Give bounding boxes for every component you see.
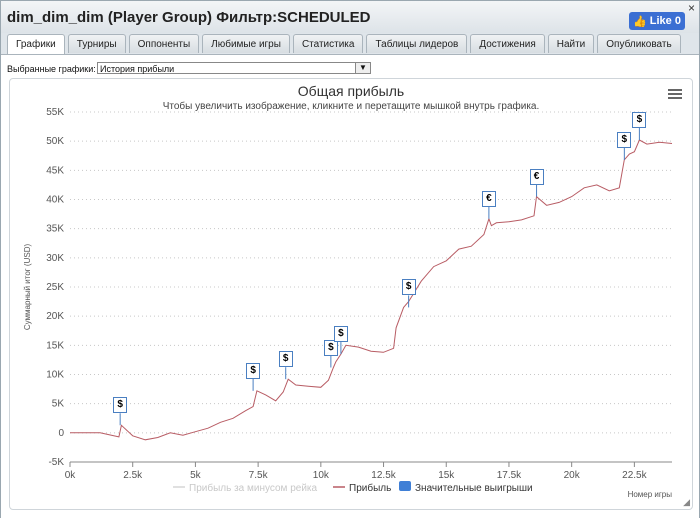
big-win-marker[interactable]: € xyxy=(529,168,544,185)
x-tick-label: 2.5k xyxy=(123,470,143,481)
close-icon[interactable]: × xyxy=(687,1,695,15)
y-tick-label: 0 xyxy=(58,428,64,439)
chart-select-label: Выбранные графики: xyxy=(7,64,96,74)
tab-find[interactable]: Найти xyxy=(547,34,595,53)
big-win-marker[interactable]: $ xyxy=(113,397,128,414)
legend-profit-label: Прибыль xyxy=(349,482,391,494)
y-tick-label: 10K xyxy=(46,370,64,381)
x-tick-label: 20k xyxy=(564,470,581,481)
profit-chart[interactable]: Общая прибыль Чтобы увеличить изображение… xyxy=(9,78,693,510)
tab-favorite-games[interactable]: Любимые игры xyxy=(202,34,290,53)
x-tick-label: 10k xyxy=(313,470,330,481)
y-tick-label: -5K xyxy=(48,457,64,468)
window-title: dim_dim_dim (Player Group) Фильтр:SCHEDU… xyxy=(7,9,371,26)
big-win-marker[interactable]: $ xyxy=(246,362,261,379)
x-tick-label: 15k xyxy=(438,470,455,481)
like-label: Like 0 xyxy=(649,15,681,27)
y-tick-label: 55K xyxy=(46,107,64,118)
y-tick-label: 5K xyxy=(52,399,65,410)
chart-subtitle: Чтобы увеличить изображение, кликните и … xyxy=(163,100,540,112)
tab-achievements[interactable]: Достижения xyxy=(470,34,545,53)
charts-panel: Выбранные графики: История прибыли ▼ Общ… xyxy=(1,54,699,518)
tab-tournaments[interactable]: Турниры xyxy=(67,34,126,53)
big-win-marker[interactable]: $ xyxy=(632,112,647,128)
big-win-marker[interactable]: $ xyxy=(617,131,632,148)
profit-line xyxy=(70,139,673,441)
y-tick-label: 20K xyxy=(46,311,64,322)
thumbs-up-icon: 👍 xyxy=(633,15,647,28)
tab-opponents[interactable]: Оппоненты xyxy=(128,34,200,53)
y-tick-label: 35K xyxy=(46,224,64,235)
y-tick-label: 45K xyxy=(46,165,64,176)
chart-select-value: История прибыли xyxy=(100,64,175,74)
tab-charts[interactable]: Графики xyxy=(7,34,65,54)
legend-big-wins-swatch xyxy=(399,481,411,491)
tab-leaderboards[interactable]: Таблицы лидеров xyxy=(366,34,468,53)
y-axis-label: Суммарный итог (USD) xyxy=(23,244,32,331)
tab-statistics[interactable]: Статистика xyxy=(292,34,364,53)
resize-corner[interactable]: ◢ xyxy=(683,497,690,507)
chart-select[interactable]: История прибыли ▼ xyxy=(97,62,371,74)
big-win-marker[interactable]: $ xyxy=(401,279,416,296)
title-bar: dim_dim_dim (Player Group) Фильтр:SCHEDU… xyxy=(1,1,699,33)
x-tick-label: 0k xyxy=(65,470,77,481)
y-tick-label: 25K xyxy=(46,282,64,293)
big-win-marker[interactable]: $ xyxy=(323,339,338,356)
y-tick-label: 30K xyxy=(46,253,64,264)
legend-rake-label: Прибыль за минусом рейка xyxy=(189,482,318,494)
chart-menu-icon[interactable] xyxy=(668,87,682,101)
x-tick-label: 17.5k xyxy=(497,470,522,481)
tab-bar: Графики Турниры Оппоненты Любимые игры С… xyxy=(7,34,681,54)
chart-title: Общая прибыль xyxy=(298,83,404,99)
y-tick-label: 15K xyxy=(46,340,64,351)
x-axis-label: Номер игры xyxy=(628,490,673,499)
big-win-marker[interactable]: $ xyxy=(333,326,348,343)
x-tick-label: 7.5k xyxy=(249,470,269,481)
x-tick-label: 5k xyxy=(190,470,202,481)
big-win-marker[interactable]: $ xyxy=(278,351,293,368)
x-tick-label: 22.5k xyxy=(622,470,647,481)
y-tick-label: 50K xyxy=(46,136,64,147)
facebook-like-button[interactable]: 👍 Like 0 xyxy=(629,12,685,30)
chevron-down-icon[interactable]: ▼ xyxy=(355,63,370,73)
x-tick-label: 12.5k xyxy=(371,470,396,481)
tab-publish[interactable]: Опубликовать xyxy=(597,34,681,53)
legend-big-wins-label: Значительные выигрыши xyxy=(415,483,533,494)
y-tick-label: 40K xyxy=(46,195,64,206)
big-win-marker[interactable]: € xyxy=(481,190,496,207)
